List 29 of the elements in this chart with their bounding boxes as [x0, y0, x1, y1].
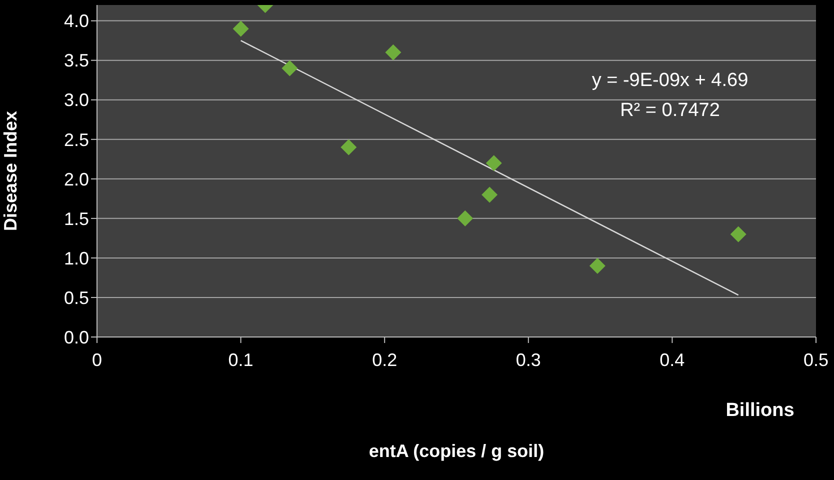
annotation: y = -9E-09x + 4.69: [590, 70, 750, 92]
y-tick-label: 1.0: [64, 248, 89, 268]
y-tick-label: 1.5: [64, 208, 89, 229]
point: [482, 186, 498, 203]
y-tick-label: 3.0: [64, 90, 89, 110]
y-tick-label: 2.0: [64, 169, 89, 190]
x-tick-label: 0.4: [660, 350, 685, 370]
y-tick-label: 0.0: [64, 327, 89, 348]
point: [486, 155, 502, 172]
y-axis-title: Disease Index: [0, 110, 20, 232]
point: [282, 60, 298, 76]
point: [457, 210, 474, 226]
y-tick-label: 4.0: [64, 11, 89, 32]
annotation: R² = 0.7472: [619, 100, 721, 122]
y-tick-label: 0.5: [64, 288, 89, 308]
x-tick-label: 0.3: [516, 350, 541, 370]
point: [589, 258, 606, 274]
text: Billions: [724, 400, 796, 422]
x-tick-label: 0.5: [803, 350, 829, 370]
point: [340, 139, 357, 156]
y-tick-label: 2.5: [64, 130, 89, 150]
x-tick-label: 0.1: [228, 350, 254, 370]
point: [730, 226, 746, 242]
point: [385, 44, 402, 60]
y-tick-label: 3.5: [64, 50, 89, 71]
x-axis-title: entA (copies / g soil): [368, 441, 544, 461]
point: [232, 20, 249, 37]
x-tick-label: 0: [92, 350, 102, 370]
x-tick-label: 0.2: [372, 350, 398, 370]
